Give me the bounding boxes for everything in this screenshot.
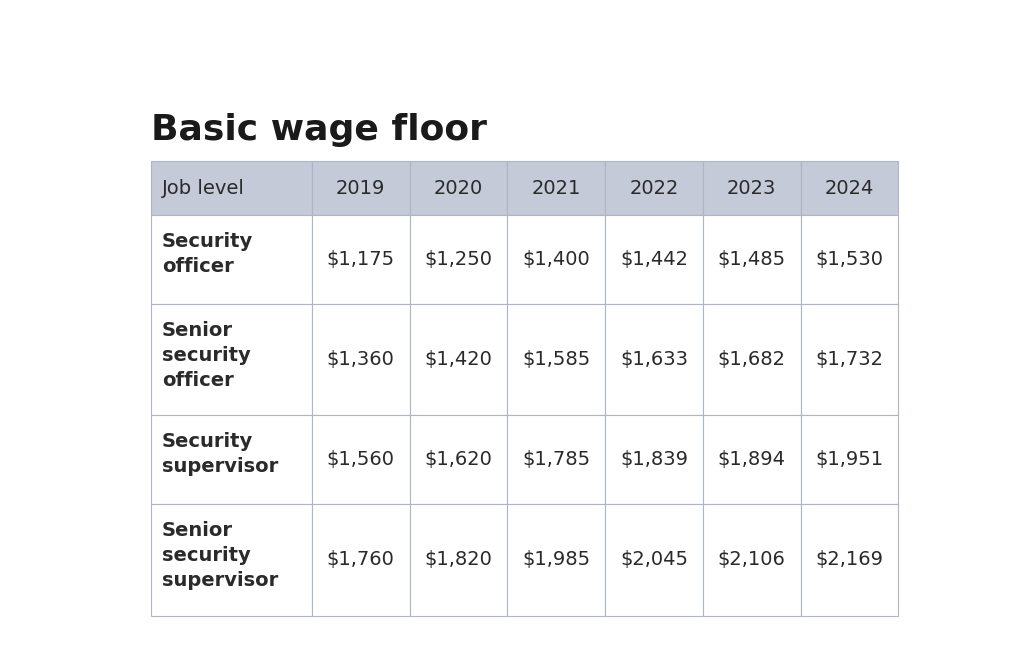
Text: $2,169: $2,169 — [815, 550, 884, 570]
Bar — [605, 215, 702, 304]
Bar — [410, 304, 507, 415]
Text: 2020: 2020 — [434, 178, 483, 198]
Text: $2,106: $2,106 — [718, 550, 785, 570]
Bar — [152, 215, 312, 304]
Bar — [801, 504, 898, 616]
Text: $1,485: $1,485 — [718, 250, 785, 269]
Bar — [801, 161, 898, 215]
Text: 2022: 2022 — [630, 178, 679, 198]
Bar — [507, 304, 605, 415]
Text: 2024: 2024 — [824, 178, 874, 198]
Text: $1,760: $1,760 — [327, 550, 394, 570]
Bar — [507, 161, 605, 215]
Text: $1,951: $1,951 — [815, 450, 884, 469]
Text: $1,633: $1,633 — [620, 350, 688, 369]
Text: $1,585: $1,585 — [522, 350, 591, 369]
Bar — [312, 215, 410, 304]
Text: $1,175: $1,175 — [327, 250, 395, 269]
Bar — [152, 504, 312, 616]
Text: $2,045: $2,045 — [620, 550, 688, 570]
Text: Job level: Job level — [162, 178, 245, 198]
Bar — [605, 415, 702, 504]
Bar — [702, 161, 801, 215]
Text: 2023: 2023 — [727, 178, 776, 198]
Bar — [152, 304, 312, 415]
Bar — [507, 504, 605, 616]
Text: $1,420: $1,420 — [425, 350, 493, 369]
Bar — [312, 161, 410, 215]
Text: $1,682: $1,682 — [718, 350, 785, 369]
Text: 2019: 2019 — [336, 178, 385, 198]
Bar — [152, 415, 312, 504]
Text: $1,785: $1,785 — [522, 450, 590, 469]
Bar — [702, 304, 801, 415]
Text: $1,442: $1,442 — [620, 250, 688, 269]
Text: $1,732: $1,732 — [815, 350, 884, 369]
Bar — [410, 415, 507, 504]
Bar — [605, 161, 702, 215]
Bar — [801, 304, 898, 415]
Text: $1,360: $1,360 — [327, 350, 394, 369]
Text: Senior
security
officer: Senior security officer — [162, 321, 251, 390]
Bar — [410, 504, 507, 616]
Text: Basic wage floor: Basic wage floor — [152, 113, 487, 147]
Text: $1,894: $1,894 — [718, 450, 785, 469]
Bar — [410, 215, 507, 304]
Text: Security
officer: Security officer — [162, 232, 253, 276]
Bar — [507, 215, 605, 304]
Text: Security
supervisor: Security supervisor — [162, 432, 279, 476]
Text: Senior
security
supervisor: Senior security supervisor — [162, 521, 279, 590]
Text: 2021: 2021 — [531, 178, 581, 198]
Text: $1,560: $1,560 — [327, 450, 394, 469]
Text: $1,400: $1,400 — [522, 250, 590, 269]
Text: $1,250: $1,250 — [425, 250, 493, 269]
Bar — [410, 161, 507, 215]
Text: $1,839: $1,839 — [620, 450, 688, 469]
Bar — [702, 415, 801, 504]
Bar — [801, 215, 898, 304]
Bar — [152, 161, 312, 215]
Text: $1,985: $1,985 — [522, 550, 590, 570]
Bar — [312, 415, 410, 504]
Bar — [605, 504, 702, 616]
Text: $1,820: $1,820 — [425, 550, 493, 570]
Bar — [605, 304, 702, 415]
Bar — [312, 304, 410, 415]
Bar — [312, 504, 410, 616]
Text: $1,620: $1,620 — [425, 450, 493, 469]
Bar — [702, 215, 801, 304]
Bar — [801, 415, 898, 504]
Text: $1,530: $1,530 — [815, 250, 884, 269]
Bar — [507, 415, 605, 504]
Bar — [702, 504, 801, 616]
